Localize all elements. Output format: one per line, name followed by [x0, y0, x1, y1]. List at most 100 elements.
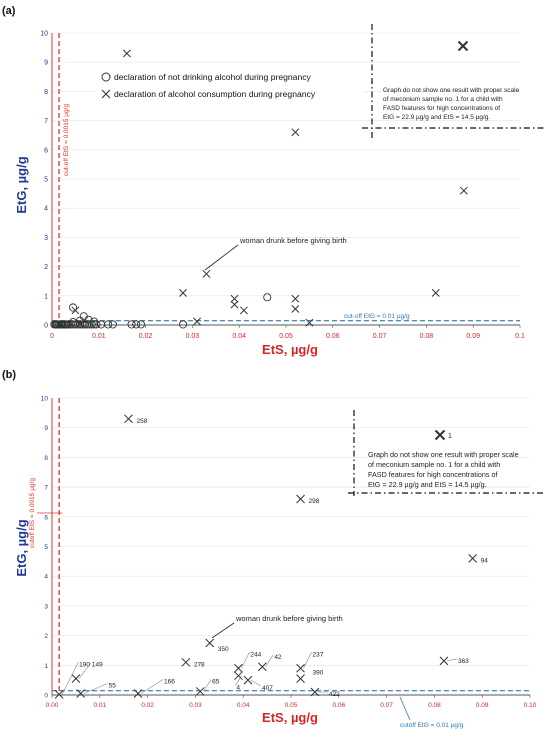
data-point-x: [230, 294, 239, 303]
point-label-leader: [202, 679, 212, 692]
data-point-circle: [69, 318, 78, 327]
data-point-x: [291, 128, 300, 137]
panel-a-annotation-drunk: woman drunk before giving birth: [239, 236, 347, 245]
y-tick-label: 10: [41, 396, 49, 403]
data-point-circle: [104, 320, 113, 329]
data-point-x: [55, 320, 63, 329]
panel-a-inset-note-line1: Graph do not show one result with proper…: [383, 87, 520, 94]
panel-a-data-points: [50, 49, 468, 329]
point-label-leader: [303, 652, 312, 669]
x-tick-label: 0.09: [466, 333, 480, 340]
panel-a-cutoff-etg-label: cut-off EtG = 0.01 µg/g: [344, 313, 410, 320]
x-tick-label: 0.00: [46, 702, 59, 709]
y-tick-label: 7: [44, 118, 48, 125]
data-point-label: 258: [136, 418, 147, 425]
y-tick-label: 3: [44, 603, 48, 610]
data-point-label: 363: [458, 658, 469, 665]
data-point-x: [133, 689, 143, 698]
panel-b-data-points: [54, 414, 477, 699]
data-point-x: [76, 689, 86, 698]
y-tick-label: 10: [40, 31, 48, 38]
panel-b-x-ticks: 0.00 0.01 0.02 0.03 0.04 0.05 0.06 0.07 0.08 0.09…: [46, 695, 537, 709]
data-point-x: [431, 288, 440, 297]
data-point-label: 422: [329, 691, 340, 698]
data-point-x: [296, 494, 305, 504]
data-point-x: [76, 319, 85, 328]
y-tick-label: 4: [44, 574, 48, 581]
panel-a-legend-label-not-drinking: declaration of not drinking alcohol duri…: [114, 72, 312, 82]
x-tick-label: 0.1: [515, 333, 525, 340]
x-tick-label: 0: [50, 333, 54, 340]
panel-b-y-axis-title: EtG, µg/g: [14, 519, 29, 576]
data-point-x: [296, 674, 305, 684]
panel-a-inset-marker: [457, 40, 469, 52]
data-point-label: 94: [481, 557, 489, 564]
data-point-circle: [64, 320, 73, 329]
data-point-x: [205, 638, 215, 648]
data-point-label: 407: [262, 685, 273, 692]
x-tick-label: 0.05: [285, 702, 298, 709]
data-point-x: [179, 288, 187, 297]
y-tick-label: 2: [44, 633, 48, 640]
data-point-x: [54, 690, 64, 699]
y-tick-label: 1: [44, 663, 48, 670]
data-point-label: 190: [79, 661, 90, 668]
x-tick-label: 0.06: [326, 333, 340, 340]
data-point-x: [439, 656, 449, 666]
y-tick-label: 2: [44, 264, 48, 271]
panel-a-inset-note: Graph do not show one result with proper…: [383, 87, 521, 121]
data-point-label: 166: [164, 679, 175, 686]
panel-a-legend-box: [95, 67, 363, 103]
data-point-x: [234, 663, 243, 673]
inset-point-x: [457, 40, 469, 52]
y-tick-label: 3: [44, 235, 48, 242]
data-point-label: 278: [194, 661, 205, 668]
data-point-x: [291, 304, 300, 313]
panel-a-y-axis-title: EtG, µg/g: [14, 156, 29, 213]
data-point-circle: [90, 317, 99, 326]
panel-b-inset-note-line4: EtG = 22.9 µg/g and EtS = 14.5 µg/g.: [368, 480, 487, 489]
panel-a-legend-label-drinking: declaration of alcohol consumption durin…: [114, 89, 316, 99]
panel-b: (b) 0.00 0.01 0.02 0.03 0.04 0.05 0.06 0.07 0.08…: [2, 369, 546, 729]
x-tick-label: 0.08: [428, 702, 441, 709]
y-tick-label: 1: [44, 293, 48, 300]
point-label-leader: [241, 652, 250, 669]
panel-a-grid: [52, 32, 520, 297]
data-point-x: [230, 300, 239, 309]
data-point-x: [71, 674, 81, 684]
panel-b-point-leaders: [61, 652, 458, 695]
y-tick-label: 8: [44, 89, 48, 96]
panel-a-annotation-drunk-leader: [204, 244, 239, 271]
data-point-x: [193, 317, 202, 326]
y-tick-label: 9: [44, 60, 48, 67]
y-tick-label: 0: [44, 693, 48, 700]
data-point-x: [296, 663, 305, 673]
x-tick-label: 0.05: [279, 333, 293, 340]
panel-b-cutoff-etg-label: cutoff EtG = 0.01 µg/g: [400, 722, 464, 729]
data-point-label: 55: [109, 683, 117, 690]
data-point-label: 42: [274, 654, 282, 661]
panel-b-inset-note-line1: Graph do not show one result with proper…: [368, 450, 519, 459]
data-point-circle: [108, 320, 117, 329]
x-tick-label: 0.03: [186, 333, 200, 340]
y-tick-label: 9: [44, 425, 48, 432]
data-point-x: [310, 687, 320, 697]
point-label-leader: [446, 658, 458, 662]
y-tick-label: 5: [44, 177, 48, 184]
panel-a-x-ticks: 0 0.01 0.02 0.03 0.04 0.05 0.06 0.07 0.08 0.09 0.1: [50, 325, 525, 340]
x-tick-label: 0.07: [373, 333, 387, 340]
data-point-x: [195, 687, 205, 696]
x-tick-label: 0.04: [237, 702, 250, 709]
panel-a: (a) 0 0.01 0.02 0.03 0.04 0.05 0.06 0.07 0.08 0.0…: [2, 5, 546, 357]
data-point-label: 390: [313, 670, 324, 677]
panel-a-x-axis-title: EtS, µg/g: [262, 342, 318, 357]
point-label-leader: [83, 683, 108, 694]
data-point-x: [181, 657, 191, 667]
data-point-x: [234, 671, 243, 681]
data-point-label: 298: [309, 498, 320, 505]
point-label-leader: [265, 654, 274, 667]
x-tick-label: 0.02: [139, 333, 153, 340]
panel-a-legend-x-marker: [101, 89, 111, 99]
x-tick-label: 0.09: [476, 702, 489, 709]
